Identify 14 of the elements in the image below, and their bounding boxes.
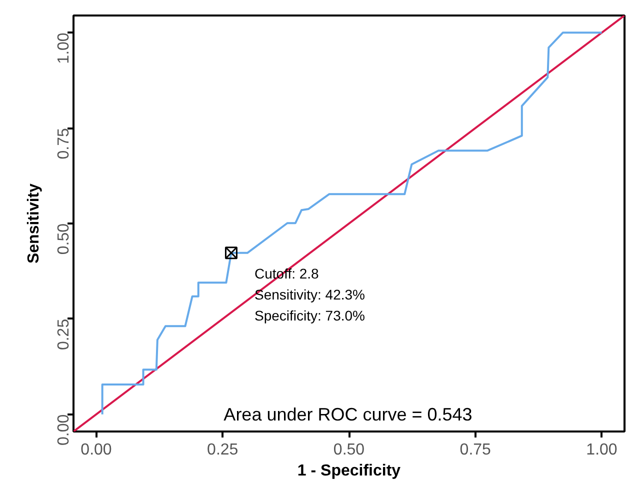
annotation: Area under ROC curve = 0.543: [224, 404, 472, 424]
y-tick-label: 0.25: [56, 318, 72, 350]
x-tick-label: 0.25: [207, 442, 238, 458]
y-tick-label: 0.75: [56, 128, 72, 160]
x-tick-label: 0.50: [333, 442, 365, 458]
y-axis-title: Sensitivity: [26, 183, 42, 264]
x-tick-label: 1.00: [586, 442, 618, 458]
annotation: Specificity: 73.0%: [254, 308, 365, 324]
annotation: Sensitivity: 42.3%: [254, 286, 365, 302]
x-tick-label: 0.75: [460, 442, 492, 458]
x-axis-title: 1 - Specificity: [297, 462, 401, 480]
y-tick-label: 0.50: [56, 223, 72, 255]
x-tick-label: 0.00: [80, 442, 112, 458]
y-tick-label: 1.00: [56, 32, 72, 64]
